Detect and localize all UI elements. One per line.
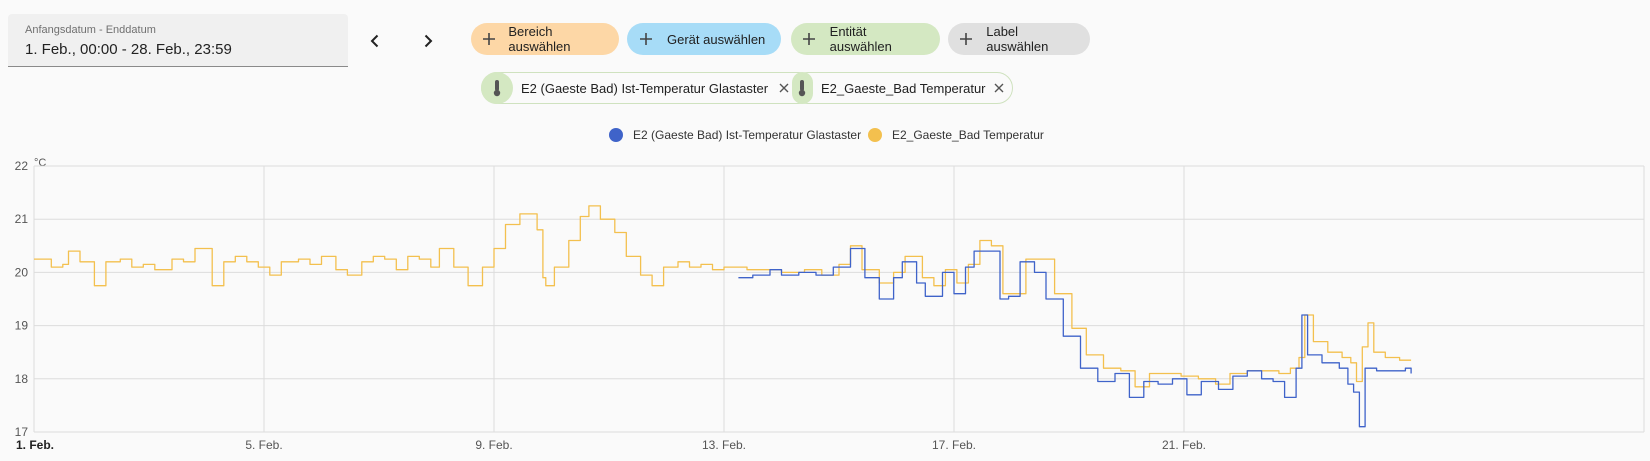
y-tick-label: 17	[15, 425, 29, 439]
plus-icon	[799, 28, 820, 50]
legend-item-glastaster[interactable]: E2 (Gaeste Bad) Ist-Temperatur Glastaste…	[609, 128, 861, 142]
entity-chip-temperatur[interactable]: E2_Gaeste_Bad Temperatur	[792, 72, 1013, 104]
close-icon	[994, 83, 1004, 93]
legend-dot	[609, 128, 623, 142]
chart-grid	[33, 165, 1645, 433]
select-label-label: Label auswählen	[986, 24, 1049, 54]
thermometer-icon	[481, 72, 513, 104]
remove-entity-button[interactable]	[994, 80, 1004, 96]
series-line	[34, 205, 1412, 388]
y-tick-label: 18	[15, 372, 29, 386]
select-entity-button[interactable]: Entität auswählen	[791, 23, 940, 55]
remove-entity-button[interactable]	[776, 80, 792, 96]
y-tick-label: 22	[15, 159, 29, 173]
chevron-right-icon	[424, 34, 433, 48]
x-tick-label: 5. Feb.	[245, 438, 282, 452]
plus-icon	[956, 28, 976, 50]
select-device-label: Gerät auswählen	[667, 31, 766, 47]
date-range-picker[interactable]: Anfangsdatum - Enddatum 1. Feb., 00:00 -…	[8, 14, 348, 67]
close-icon	[779, 83, 789, 93]
y-axis-ticks: 17 18 19 20 21 22	[15, 159, 29, 439]
legend-item-temperatur[interactable]: E2_Gaeste_Bad Temperatur	[868, 128, 1044, 142]
x-tick-label: 21. Feb.	[1162, 438, 1206, 452]
select-device-button[interactable]: Gerät auswählen	[627, 23, 781, 55]
previous-period-button[interactable]	[360, 26, 390, 56]
thermometer-icon	[792, 72, 813, 104]
y-tick-label: 21	[15, 212, 29, 226]
entity-chip-label: E2_Gaeste_Bad Temperatur	[820, 80, 986, 96]
y-axis-unit: °C	[34, 157, 46, 169]
entity-chip-label: E2 (Gaeste Bad) Ist-Temperatur Glastaste…	[521, 80, 769, 96]
x-tick-label: 9. Feb.	[475, 438, 512, 452]
x-axis-ticks: 1. Feb. 5. Feb. 9. Feb. 13. Feb. 17. Feb. 21.…	[16, 438, 1206, 452]
date-range-label: Anfangsdatum - Enddatum	[25, 24, 156, 36]
series-line	[738, 247, 1412, 428]
date-range-value: 1. Feb., 00:00 - 28. Feb., 23:59	[25, 41, 232, 58]
legend-label: E2_Gaeste_Bad Temperatur	[892, 128, 1044, 142]
x-tick-label: 13. Feb.	[702, 438, 746, 452]
legend-dot	[868, 128, 882, 142]
legend-label: E2 (Gaeste Bad) Ist-Temperatur Glastaste…	[633, 128, 862, 142]
select-area-label: Bereich auswählen	[508, 24, 571, 54]
x-tick-label: 17. Feb.	[932, 438, 976, 452]
x-tick-label: 1. Feb.	[16, 438, 54, 452]
y-tick-label: 20	[15, 265, 29, 279]
chart-legend: E2 (Gaeste Bad) Ist-Temperatur Glastaste…	[0, 128, 1650, 148]
select-entity-label: Entität auswählen	[829, 24, 892, 54]
next-period-button[interactable]	[413, 26, 443, 56]
select-label-button[interactable]: Label auswählen	[948, 23, 1090, 55]
plus-icon	[635, 28, 657, 50]
select-area-button[interactable]: Bereich auswählen	[471, 23, 619, 55]
plus-icon	[479, 28, 498, 50]
entity-chip-glastaster[interactable]: E2 (Gaeste Bad) Ist-Temperatur Glastaste…	[481, 72, 815, 104]
y-tick-label: 19	[15, 319, 29, 333]
temperature-history-chart: °C 17 18 19 20 21 22 1. Feb. 5. Feb. 9. Feb. 13.…	[15, 157, 1645, 452]
chevron-left-icon	[370, 34, 379, 48]
chart-series	[34, 205, 1412, 428]
